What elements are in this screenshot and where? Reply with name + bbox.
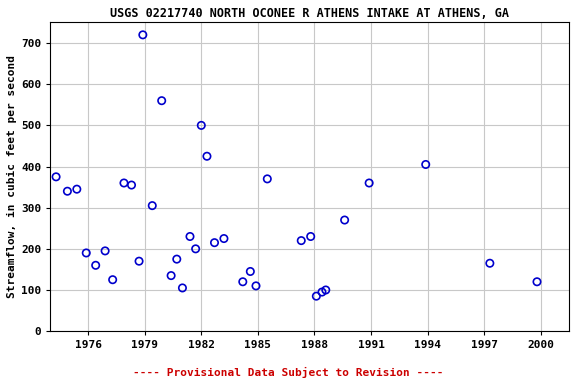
- Point: [100, 248, 109, 254]
- Point: [317, 289, 327, 295]
- Point: [108, 276, 118, 283]
- Point: [246, 268, 255, 275]
- Point: [138, 32, 147, 38]
- Title: USGS 02217740 NORTH OCONEE R ATHENS INTAKE AT ATHENS, GA: USGS 02217740 NORTH OCONEE R ATHENS INTA…: [110, 7, 509, 20]
- Point: [263, 176, 272, 182]
- Point: [147, 202, 157, 209]
- Point: [51, 174, 60, 180]
- Point: [306, 233, 315, 240]
- Point: [219, 235, 229, 242]
- Point: [63, 188, 72, 194]
- Point: [134, 258, 143, 264]
- Point: [210, 240, 219, 246]
- Point: [172, 256, 181, 262]
- Point: [321, 287, 331, 293]
- Point: [202, 153, 211, 159]
- Point: [72, 186, 81, 192]
- Point: [91, 262, 100, 268]
- Point: [185, 233, 195, 240]
- Point: [340, 217, 349, 223]
- Text: ---- Provisional Data Subject to Revision ----: ---- Provisional Data Subject to Revisio…: [132, 367, 444, 378]
- Y-axis label: Streamflow, in cubic feet per second: Streamflow, in cubic feet per second: [7, 55, 17, 298]
- Point: [196, 122, 206, 129]
- Point: [157, 98, 166, 104]
- Point: [178, 285, 187, 291]
- Point: [119, 180, 128, 186]
- Point: [251, 283, 260, 289]
- Point: [191, 246, 200, 252]
- Point: [312, 293, 321, 299]
- Point: [485, 260, 494, 266]
- Point: [238, 279, 248, 285]
- Point: [365, 180, 374, 186]
- Point: [166, 273, 176, 279]
- Point: [532, 279, 541, 285]
- Point: [297, 238, 306, 244]
- Point: [421, 161, 430, 167]
- Point: [127, 182, 136, 188]
- Point: [82, 250, 91, 256]
